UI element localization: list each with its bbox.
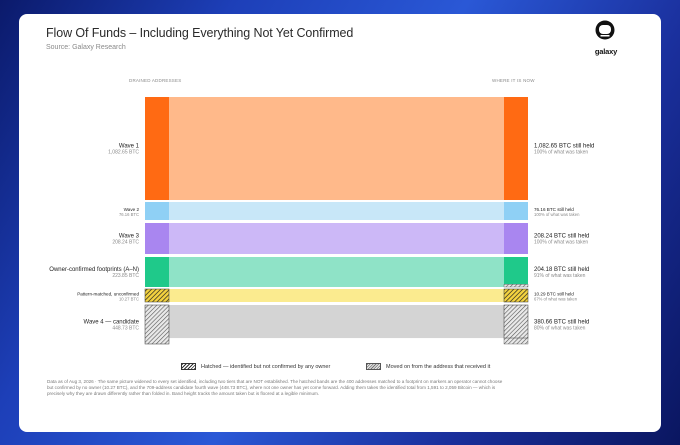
flow-amount-label: 448.73 BTC bbox=[112, 326, 139, 332]
flow-band bbox=[169, 202, 504, 220]
flow-name-label: Wave 1 bbox=[119, 144, 140, 150]
held-percent-label: 80% of what was taken bbox=[534, 326, 586, 332]
held-amount-label: 1,082.65 BTC still held bbox=[534, 144, 594, 150]
footnote: Data as of Aug 3, 2026 · The same pictur… bbox=[47, 379, 503, 397]
held-percent-label: 100% of what was taken bbox=[534, 240, 588, 246]
logo-text: galaxy bbox=[594, 47, 618, 56]
flow-band bbox=[169, 97, 504, 200]
legend-hatched: Hatched — identified but not confirmed b… bbox=[181, 363, 330, 370]
flow-amount-label: 208.24 BTC bbox=[112, 240, 139, 246]
source-node bbox=[145, 202, 169, 220]
flow-band bbox=[169, 289, 504, 302]
target-column-header: WHERE IT IS NOW bbox=[492, 78, 535, 83]
held-amount-label: 76.16 BTC still held bbox=[534, 207, 574, 212]
moved-swatch-icon bbox=[366, 363, 381, 370]
target-node bbox=[503, 304, 529, 339]
target-node bbox=[503, 288, 529, 303]
held-amount-label: 204.18 BTC still held bbox=[534, 267, 589, 273]
flow-amount-label: 1,082.65 BTC bbox=[108, 150, 139, 156]
target-node bbox=[504, 202, 528, 220]
flow-amount-label: 76.16 BTC bbox=[119, 212, 139, 217]
held-percent-label: 91% of what was taken bbox=[534, 273, 586, 279]
flow-amount-label: 223.85 BTC bbox=[112, 273, 139, 279]
moved-node bbox=[503, 337, 529, 345]
hatched-swatch-icon bbox=[181, 363, 196, 370]
held-percent-label: 67% of what was taken bbox=[534, 296, 578, 301]
held-amount-label: 10.29 BTC still held bbox=[534, 292, 574, 297]
moved-node bbox=[503, 284, 529, 288]
chart-title: Flow Of Funds – Including Everything Not… bbox=[46, 26, 354, 40]
flow-amount-label: 10.27 BTC bbox=[119, 296, 139, 301]
source-column-header: DRAINED ADDRESSES bbox=[129, 78, 182, 83]
target-node bbox=[504, 223, 528, 254]
source-node bbox=[145, 257, 169, 287]
chart-card: Flow Of Funds – Including Everything Not… bbox=[19, 14, 661, 432]
galaxy-logo-icon bbox=[595, 20, 615, 40]
source-node bbox=[144, 288, 170, 303]
source-node bbox=[145, 97, 169, 200]
flow-name-label: Wave 2 bbox=[124, 207, 140, 212]
held-amount-label: 380.66 BTC still held bbox=[534, 320, 589, 326]
sankey-chart: Wave 11,082.65 BTC 1,082.65 BTC still hel… bbox=[49, 97, 594, 345]
target-node bbox=[504, 257, 528, 285]
legend-moved: Moved on from the address that received … bbox=[366, 363, 490, 370]
flow-name-label: Owner-confirmed footprints (A–N) bbox=[49, 267, 139, 273]
target-node bbox=[504, 97, 528, 200]
source-node bbox=[145, 223, 169, 254]
held-percent-label: 100% of what was taken bbox=[534, 150, 588, 156]
flow-name-label: Wave 3 bbox=[119, 234, 140, 240]
legend-moved-label: Moved on from the address that received … bbox=[386, 363, 491, 370]
flow-name-label: Wave 4 — candidate bbox=[84, 320, 140, 326]
held-amount-label: 208.24 BTC still held bbox=[534, 234, 589, 240]
source-node bbox=[144, 304, 170, 345]
flow-band bbox=[169, 305, 504, 339]
held-percent-label: 100% of what was taken bbox=[534, 212, 580, 217]
flow-name-label: Pattern-matched, unconfirmed bbox=[77, 292, 139, 297]
legend-hatched-label: Hatched — identified but not confirmed b… bbox=[201, 363, 331, 370]
flow-band bbox=[169, 257, 504, 287]
chart-subtitle: Source: Galaxy Research bbox=[46, 44, 126, 51]
flow-band bbox=[169, 223, 504, 254]
